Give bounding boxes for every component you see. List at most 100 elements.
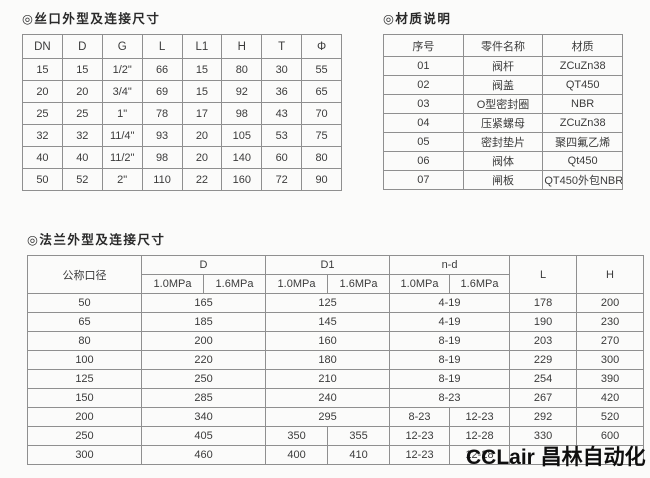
thread-dimensions-title: ◎丝口外型及连接尺寸 — [22, 12, 161, 26]
column-header-pressure: 1.6MPa — [202, 274, 267, 294]
table-cell: 60 — [261, 146, 303, 169]
column-header-pressure: 1.6MPa — [449, 274, 511, 294]
table-row: 25 25 1" 78 17 98 43 70 — [22, 102, 342, 125]
table-cell-l: 267 — [509, 388, 578, 408]
table-cell-dn: 50 — [27, 293, 142, 313]
table-cell-l: 203 — [509, 331, 578, 351]
table-row: 15 15 1/2" 66 15 80 30 55 — [22, 58, 342, 81]
table-cell: NBR — [542, 94, 623, 114]
table-row: 100 220 180 8-19 229 300 — [27, 350, 645, 370]
table-cell-l: 254 — [509, 369, 578, 389]
table-cell: 02 — [383, 75, 464, 95]
table-row: 80 200 160 8-19 203 270 — [27, 331, 645, 351]
table-cell-nd: 8-19 — [389, 369, 511, 389]
table-cell: 90 — [301, 168, 342, 191]
table-cell-d: 220 — [140, 350, 267, 370]
table-cell-dn: 150 — [27, 388, 142, 408]
table-cell: 40 — [61, 146, 103, 169]
table-cell: 11/2" — [101, 146, 143, 169]
table-cell: 105 — [221, 124, 263, 147]
column-header-pressure: 1.0MPa — [141, 274, 204, 294]
column-header: L1 — [181, 34, 223, 59]
table-cell: 78 — [141, 102, 183, 125]
table-cell-l: 330 — [509, 426, 578, 446]
table-cell: 110 — [141, 168, 183, 191]
table-cell: 15 — [181, 80, 223, 103]
column-header-h: H — [576, 255, 645, 294]
table-cell-h: 300 — [576, 350, 645, 370]
table-cell: 80 — [221, 58, 263, 81]
table-cell: 25 — [61, 102, 103, 125]
column-header-nd: n-d — [389, 255, 511, 275]
table-cell: 50 — [22, 168, 63, 191]
column-header-d1: D1 — [265, 255, 391, 275]
table-cell: 43 — [261, 102, 303, 125]
table-cell-dn: 200 — [27, 407, 142, 427]
table-cell: 07 — [383, 170, 464, 190]
table-cell: 阀盖 — [462, 75, 544, 95]
header-row: DN D G L L1 H T Φ — [22, 34, 342, 59]
table-cell-nd: 4-19 — [389, 293, 511, 313]
table-cell-h: 390 — [576, 369, 645, 389]
column-header: 序号 — [383, 34, 464, 57]
column-header: T — [261, 34, 303, 59]
table-cell-nd: 8-23 — [389, 388, 511, 408]
table-cell: ZCuZn38 — [542, 56, 623, 76]
table-cell: 11/4" — [101, 124, 143, 147]
table-cell-d1: 210 — [265, 369, 391, 389]
table-cell-d: 185 — [140, 312, 267, 332]
table-cell: 17 — [181, 102, 223, 125]
table-cell: 阀杆 — [462, 56, 544, 76]
table-cell-d1: 350 — [265, 426, 329, 446]
table-cell: 98 — [141, 146, 183, 169]
table-cell: 92 — [221, 80, 263, 103]
table-cell-d1: 145 — [265, 312, 391, 332]
header-row-groups: 公称口径 D D1 n-d L H — [27, 255, 645, 294]
table-cell: 阀体 — [462, 151, 544, 171]
table-cell-nd: 8-19 — [389, 350, 511, 370]
table-cell-l: 190 — [509, 312, 578, 332]
table-cell: 20 — [61, 80, 103, 103]
thread-dimensions-table: DN D G L L1 H T Φ 15 15 1/2" 66 15 80 30 55 20 20 3/4" 69 15… — [22, 34, 342, 191]
column-header-pressure: 1.0MPa — [389, 274, 451, 294]
header-row: 序号 零件名称 材质 — [383, 34, 623, 57]
table-cell-nd: 4-19 — [389, 312, 511, 332]
table-cell: 15 — [22, 58, 63, 81]
table-cell: 1/2" — [101, 58, 143, 81]
table-cell: 06 — [383, 151, 464, 171]
table-row: 07 闸板 QT450外包NBR — [383, 170, 623, 190]
table-cell: 15 — [61, 58, 103, 81]
table-cell-dn: 300 — [27, 445, 142, 465]
table-cell: 75 — [301, 124, 342, 147]
table-row: 20 20 3/4" 69 15 92 36 65 — [22, 80, 342, 103]
table-cell: 聚四氟乙烯 — [542, 132, 623, 152]
table-cell-l: 229 — [509, 350, 578, 370]
table-row: 50 52 2" 110 22 160 72 90 — [22, 168, 342, 191]
column-header-dn: 公称口径 — [27, 255, 142, 294]
table-row: 04 压紧螺母 ZCuZn38 — [383, 113, 623, 133]
table-row: 03 O型密封圈 NBR — [383, 94, 623, 114]
table-cell: 3/4" — [101, 80, 143, 103]
table-cell: 69 — [141, 80, 183, 103]
table-cell: 22 — [181, 168, 223, 191]
table-cell: 98 — [221, 102, 263, 125]
table-cell-nd: 12-23 — [389, 445, 451, 465]
table-cell: 压紧螺母 — [462, 113, 544, 133]
table-cell: 40 — [22, 146, 63, 169]
column-header: DN — [22, 34, 63, 59]
table-cell-d1: 410 — [327, 445, 391, 465]
table-cell: 160 — [221, 168, 263, 191]
table-cell: 03 — [383, 94, 464, 114]
table-cell: O型密封圈 — [462, 94, 544, 114]
table-row: 125 250 210 8-19 254 390 — [27, 369, 645, 389]
table-cell-h: 520 — [576, 407, 645, 427]
table-cell: 30 — [261, 58, 303, 81]
table-cell-l: 178 — [509, 293, 578, 313]
table-row: 50 165 125 4-19 178 200 — [27, 293, 645, 313]
table-cell-d: 200 — [140, 331, 267, 351]
table-cell-l: 292 — [509, 407, 578, 427]
column-header: G — [101, 34, 143, 59]
table-cell-d1: 355 — [327, 426, 391, 446]
table-cell-h: 230 — [576, 312, 645, 332]
